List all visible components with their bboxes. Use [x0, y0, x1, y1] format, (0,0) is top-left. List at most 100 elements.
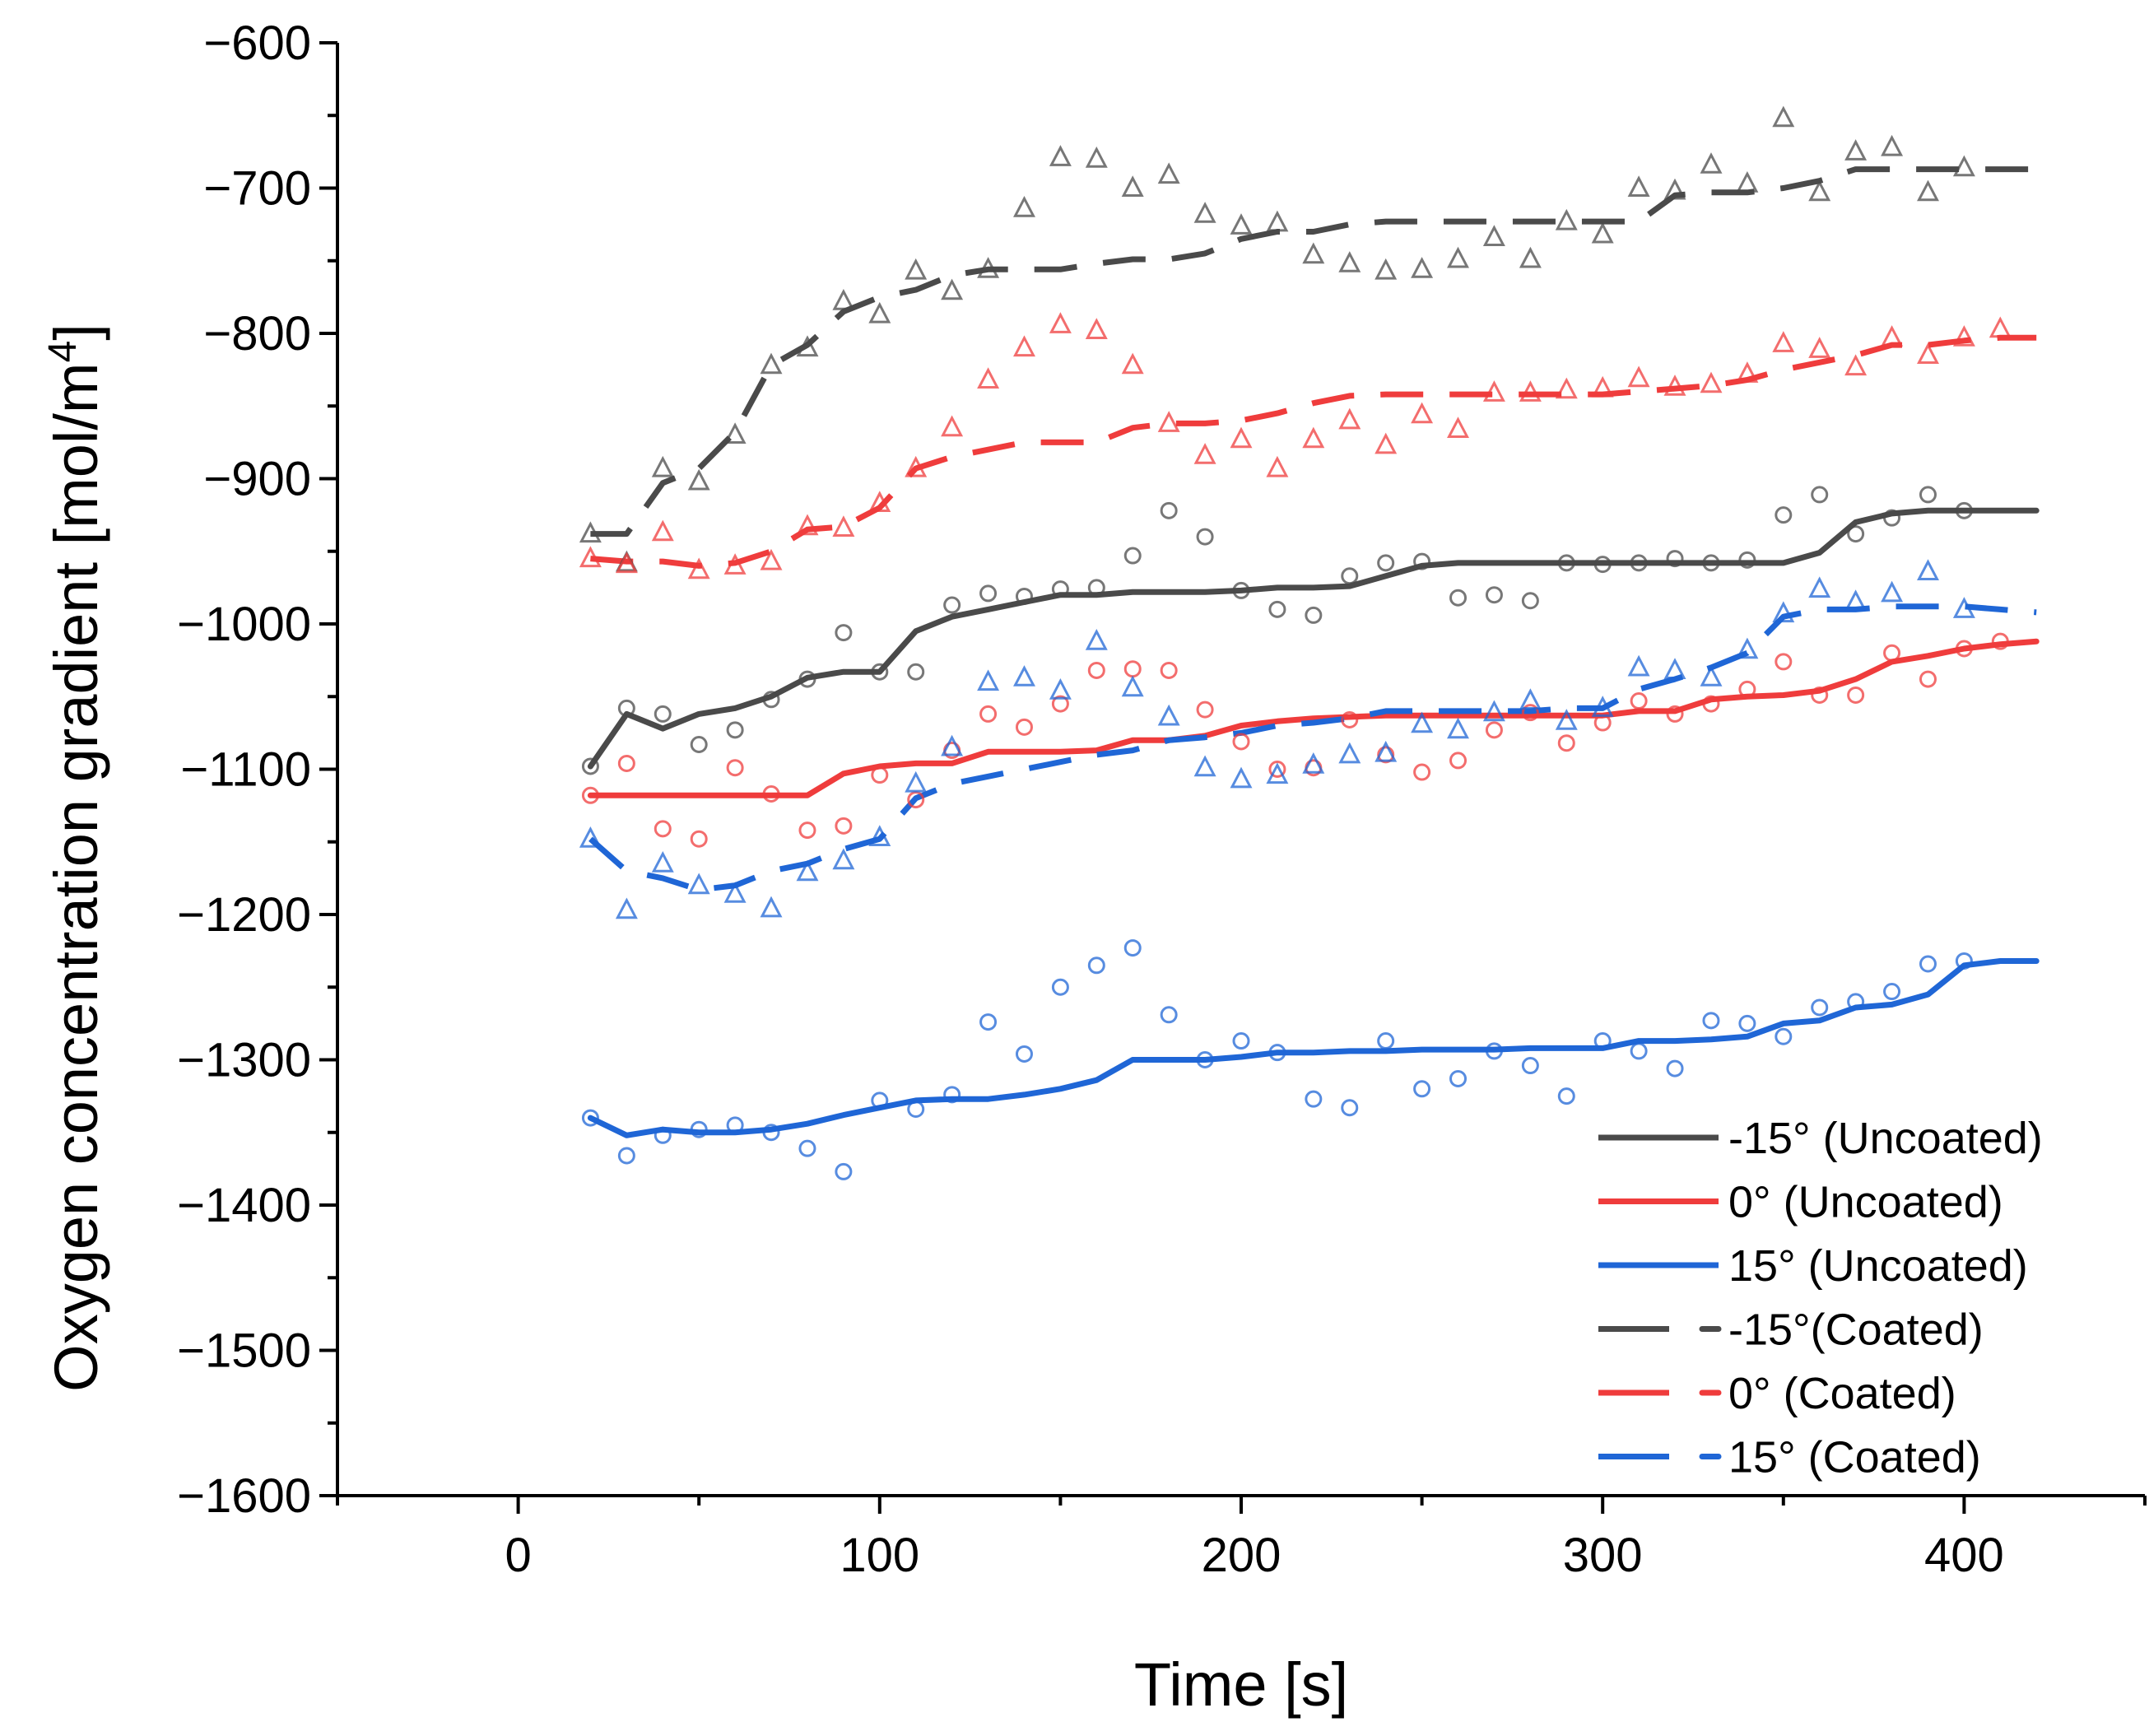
axes: −600 −700 −800 −900 −1000 −1100 −1200 −1300 −140…: [177, 16, 2147, 1582]
data-point: [1844, 354, 1868, 376]
data-point: [1917, 179, 1939, 202]
data-point: [1736, 170, 1759, 193]
data-point: [1232, 733, 1250, 751]
data-point: [1591, 221, 1614, 244]
data-point: [690, 1120, 708, 1138]
data-point: [762, 691, 780, 709]
data-point: [1521, 592, 1539, 610]
data-point: [1013, 335, 1035, 357]
data-point: [1775, 506, 1793, 524]
data-point: [798, 1139, 816, 1157]
data-point: [1123, 939, 1142, 957]
data-point: [651, 455, 674, 477]
data-point: [905, 770, 928, 793]
x-tick-label: 100: [840, 1529, 919, 1582]
legend-label: 0° (Coated): [1728, 1369, 1956, 1418]
data-point: [1193, 443, 1216, 464]
y-axis-title-text: Oxygen concentration gradient [mol/m: [42, 362, 110, 1391]
data-point: [1485, 1042, 1503, 1060]
legend-entry: 0° (Coated): [1598, 1369, 1956, 1418]
data-point: [1449, 589, 1468, 607]
data-point: [1157, 704, 1180, 726]
data-point: [654, 705, 672, 723]
legend-entry: -15°(Coated): [1598, 1305, 1984, 1355]
data-point: [1811, 686, 1829, 704]
data-point: [871, 663, 889, 681]
data-point: [1663, 178, 1686, 200]
data-point: [1738, 680, 1756, 698]
data-point: [1051, 695, 1069, 713]
data-point: [1230, 426, 1253, 449]
data-point: [835, 1162, 853, 1180]
data-point: [1051, 580, 1069, 598]
data-point: [1449, 1069, 1468, 1087]
data-point: [1881, 325, 1904, 347]
data-point: [1700, 371, 1723, 393]
data-point: [796, 514, 819, 536]
x-tick-label: 400: [1924, 1529, 2004, 1582]
x-tick-label: 0: [505, 1529, 531, 1582]
series-line-1: [587, 638, 2040, 798]
data-point: [1883, 644, 1901, 662]
data-point: [1627, 175, 1650, 197]
data-point: [1341, 567, 1359, 585]
data-point: [1919, 955, 1937, 973]
data-point: [1919, 486, 1937, 504]
series-line-0: [587, 507, 2040, 770]
data-point: [1049, 677, 1072, 700]
data-point: [1302, 426, 1325, 449]
data-point: [1775, 1027, 1793, 1045]
data-point: [1630, 692, 1648, 710]
data-point: [1955, 501, 1973, 519]
data-point: [1375, 740, 1398, 762]
data-point: [1123, 547, 1142, 565]
data-point: [1557, 734, 1575, 752]
data-point: [871, 1091, 889, 1110]
data-point: [1268, 761, 1286, 778]
y-tick-label: −1600: [177, 1469, 311, 1523]
data-point: [1085, 318, 1108, 339]
data-point: [1811, 486, 1829, 504]
data-point: [871, 766, 889, 784]
data-point: [762, 1124, 780, 1142]
data-point: [1447, 717, 1469, 739]
data-point: [1952, 155, 1975, 177]
data-point: [1157, 411, 1180, 432]
data-point: [1557, 1087, 1575, 1105]
data-point: [1193, 755, 1216, 777]
data-point: [1049, 312, 1072, 333]
data-point: [687, 468, 710, 491]
data-point: [868, 301, 891, 323]
data-point: [1593, 556, 1612, 574]
data-point: [1411, 402, 1434, 424]
data-point: [1338, 407, 1361, 430]
data-point: [1485, 721, 1503, 739]
data-point: [941, 734, 964, 756]
data-point: [1338, 251, 1361, 272]
data-point: [1266, 762, 1289, 784]
data-point: [579, 826, 602, 848]
data-point: [1955, 640, 1973, 658]
data-point: [1085, 628, 1108, 650]
data-point: [1666, 705, 1684, 723]
data-point: [977, 367, 1000, 389]
data-point: [1482, 225, 1505, 246]
data-point: [1917, 559, 1939, 580]
data-point: [796, 859, 819, 882]
data-point: [615, 552, 638, 574]
data-point: [1268, 600, 1286, 618]
data-point: [1375, 258, 1398, 280]
data-point: [798, 670, 816, 688]
data-point: [1302, 242, 1325, 264]
legend-label: -15° (Uncoated): [1728, 1114, 2043, 1163]
y-axis-title-close: ]: [42, 323, 110, 341]
data-point: [1883, 983, 1901, 1001]
data-point: [690, 830, 708, 848]
data-point: [690, 735, 708, 753]
data-point: [1952, 325, 1975, 347]
data-point: [1447, 417, 1469, 438]
data-point: [1844, 139, 1868, 161]
data-point: [868, 491, 891, 512]
data-point: [654, 1126, 672, 1144]
